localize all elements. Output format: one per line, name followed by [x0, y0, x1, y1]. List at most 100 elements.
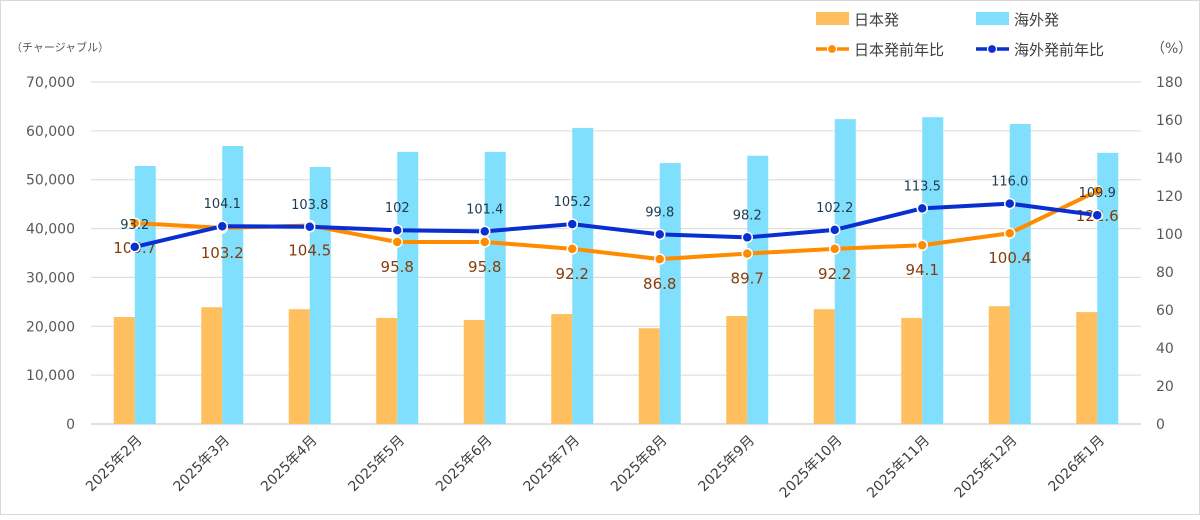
- data-label-japan-yoy: 103.2: [201, 244, 244, 262]
- point-overseas-yoy: [829, 224, 841, 236]
- x-tick-label: 2025年5月: [345, 433, 408, 496]
- x-tick-label: 2025年3月: [170, 433, 233, 496]
- right-tick-label: 80: [1156, 265, 1174, 281]
- point-japan-yoy: [741, 247, 753, 260]
- bar-japan: [201, 307, 223, 424]
- left-axis-unit: （チャージャブル）: [11, 40, 109, 54]
- legend-label: 海外発: [1014, 11, 1059, 29]
- point-overseas-yoy: [479, 225, 491, 238]
- right-tick-label: 120: [1156, 189, 1183, 205]
- bar-japan: [1076, 312, 1098, 424]
- right-tick-label: 0: [1156, 417, 1165, 433]
- data-label-overseas-yoy: 102: [385, 201, 410, 216]
- x-tick-label: 2025年2月: [83, 433, 146, 496]
- point-overseas-yoy: [741, 231, 753, 244]
- bar-overseas: [922, 117, 944, 425]
- data-label-overseas-yoy: 103.8: [291, 198, 328, 213]
- data-label-overseas-yoy: 99.8: [645, 205, 674, 220]
- bar-japan: [288, 309, 310, 424]
- point-overseas-yoy: [566, 218, 578, 230]
- point-overseas-yoy: [654, 228, 666, 241]
- right-tick-label: 100: [1156, 227, 1183, 243]
- bar-overseas: [1009, 124, 1031, 424]
- data-label-japan-yoy: 89.7: [731, 270, 764, 288]
- bar-japan: [463, 319, 485, 424]
- data-label-japan-yoy: 86.8: [643, 275, 676, 293]
- point-japan-yoy: [1004, 227, 1016, 239]
- point-overseas-yoy: [304, 221, 316, 233]
- x-tick-label: 2025年8月: [608, 433, 671, 496]
- legend-marker: [826, 43, 838, 55]
- right-tick-label: 20: [1156, 379, 1174, 395]
- bar-overseas: [1097, 152, 1119, 425]
- data-label-overseas-yoy: 105.2: [554, 195, 591, 210]
- x-tick-label: 2025年12月: [952, 433, 1021, 502]
- data-label-overseas-yoy: 104.1: [204, 197, 241, 212]
- left-tick-label: 60,000: [26, 124, 75, 140]
- lines: 105.7103.2104.595.895.892.286.889.792.29…: [113, 175, 1118, 293]
- left-tick-label: 70,000: [26, 75, 75, 91]
- bar-overseas: [659, 163, 681, 425]
- x-tick-label: 2025年9月: [695, 433, 758, 496]
- data-label-overseas-yoy: 102.2: [816, 201, 853, 216]
- bar-overseas: [397, 151, 419, 424]
- bar-japan: [726, 316, 748, 424]
- legend-label: 日本発前年比: [854, 41, 944, 59]
- point-japan-yoy: [391, 236, 403, 248]
- point-overseas-yoy: [916, 202, 928, 215]
- data-label-japan-yoy: 92.2: [818, 265, 851, 283]
- bar-japan: [638, 328, 660, 424]
- point-japan-yoy: [479, 236, 491, 248]
- data-label-overseas-yoy: 93.2: [120, 218, 149, 233]
- right-tick-label: 140: [1156, 151, 1183, 167]
- legend-label: 海外発前年比: [1014, 41, 1104, 59]
- bar-overseas: [834, 119, 856, 424]
- left-tick-label: 10,000: [26, 368, 75, 384]
- point-japan-yoy: [1091, 185, 1103, 197]
- legend-label: 日本発: [854, 11, 899, 29]
- left-tick-label: 20,000: [26, 319, 75, 335]
- data-label-overseas-yoy: 109.9: [1079, 186, 1116, 201]
- bar-japan: [551, 314, 573, 424]
- right-tick-label: 60: [1156, 303, 1174, 319]
- bar-japan: [376, 317, 398, 424]
- data-label-overseas-yoy: 98.2: [733, 208, 762, 223]
- bars: [113, 117, 1119, 425]
- point-japan-yoy: [566, 243, 578, 255]
- bar-japan: [813, 309, 835, 424]
- right-tick-label: 180: [1156, 75, 1183, 91]
- data-label-japan-yoy: 95.8: [468, 258, 501, 276]
- x-tick-label: 2025年4月: [258, 433, 321, 496]
- legend-swatch-bar: [976, 12, 1009, 25]
- x-tick-label: 2026年1月: [1045, 433, 1108, 496]
- bar-japan: [988, 306, 1010, 424]
- point-overseas-yoy: [129, 241, 141, 253]
- data-label-overseas-yoy: 113.5: [904, 179, 941, 194]
- bar-overseas: [222, 146, 244, 424]
- point-japan-yoy: [829, 243, 841, 255]
- bar-japan: [113, 317, 135, 424]
- bar-overseas: [309, 167, 331, 425]
- point-overseas-yoy: [1004, 197, 1016, 210]
- right-tick-label: 160: [1156, 113, 1183, 129]
- bar-overseas: [572, 127, 594, 424]
- data-label-japan-yoy: 100.4: [988, 249, 1031, 267]
- left-tick-label: 0: [66, 417, 75, 433]
- left-tick-label: 40,000: [26, 222, 75, 238]
- bar-japan: [901, 317, 923, 424]
- x-tick-label: 2025年7月: [520, 433, 583, 496]
- point-overseas-yoy: [391, 224, 403, 236]
- point-japan-yoy: [129, 217, 141, 229]
- point-japan-yoy: [654, 253, 666, 265]
- line-overseas-yoy: [134, 201, 1098, 249]
- legend-marker: [986, 43, 998, 55]
- x-tick-label: 2025年10月: [777, 433, 846, 502]
- x-tick-label: 2025年6月: [433, 433, 496, 496]
- point-overseas-yoy: [1091, 209, 1103, 221]
- point-overseas-yoy: [216, 220, 228, 232]
- bar-overseas: [134, 166, 156, 424]
- left-tick-label: 50,000: [26, 173, 75, 189]
- data-label-japan-yoy: 104.5: [288, 241, 331, 259]
